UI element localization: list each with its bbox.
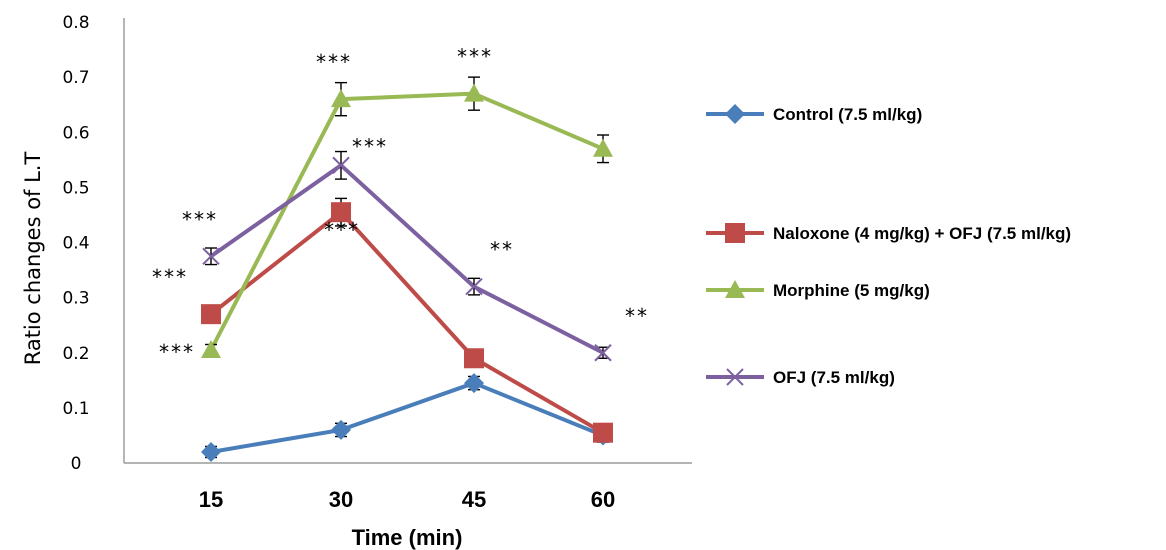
series: ********** xyxy=(181,134,648,362)
data-point xyxy=(201,441,221,462)
data-point xyxy=(332,156,350,175)
series xyxy=(201,373,613,462)
y-tick-label: 0.6 xyxy=(62,123,89,143)
legend-label: Control (7.5 ml/kg) xyxy=(773,105,922,124)
y-tick-label: 0.4 xyxy=(62,234,89,254)
data-point xyxy=(464,83,484,102)
legend-label: Morphine (5 mg/kg) xyxy=(773,281,930,300)
data-point xyxy=(725,280,745,298)
legend-label: Naloxone (4 mg/kg) + OFJ (7.5 ml/kg) xyxy=(773,224,1071,243)
y-axis-ticks: 0 0.1 0.2 0.3 0.4 0.5 0.6 0.7 0.8 xyxy=(62,13,89,474)
data-point xyxy=(464,348,484,369)
legend-item: Control (7.5 ml/kg) xyxy=(706,104,922,124)
series-line xyxy=(209,91,604,351)
series-line xyxy=(210,381,604,454)
legend: Control (7.5 ml/kg) Naloxone (4 mg/kg) + … xyxy=(706,104,1071,387)
x-tick-label: 60 xyxy=(591,487,615,512)
data-point xyxy=(725,104,745,124)
significance-label: ** xyxy=(624,304,648,328)
data-point xyxy=(331,89,351,108)
legend-label: OFJ (7.5 ml/kg) xyxy=(773,368,895,387)
significance-label: *** xyxy=(181,207,217,231)
significance-label: *** xyxy=(456,45,492,69)
significance-label: *** xyxy=(323,218,359,242)
y-tick-label: 0.5 xyxy=(62,178,89,198)
data-point xyxy=(465,277,483,296)
plot-area: ************ ************* xyxy=(151,45,648,462)
significance-label: *** xyxy=(315,50,351,74)
y-tick-label: 0.8 xyxy=(62,13,89,33)
data-point xyxy=(464,373,484,394)
significance-label: ** xyxy=(489,238,513,262)
legend-item: Naloxone (4 mg/kg) + OFJ (7.5 ml/kg) xyxy=(706,223,1071,243)
data-point xyxy=(331,202,351,223)
y-tick-label: 0 xyxy=(71,454,82,474)
series-line xyxy=(209,163,604,355)
x-axis-ticks: 15 30 45 60 xyxy=(199,487,615,512)
data-point xyxy=(201,304,221,325)
series-line xyxy=(209,210,604,435)
significance-label: *** xyxy=(151,265,187,289)
data-point xyxy=(593,422,613,443)
y-tick-label: 0.7 xyxy=(62,68,89,88)
legend-item: Morphine (5 mg/kg) xyxy=(706,280,930,300)
x-tick-label: 15 xyxy=(199,487,223,512)
x-tick-label: 45 xyxy=(462,487,486,512)
series: *** *** *** xyxy=(158,45,613,364)
series: *** *** xyxy=(151,197,613,443)
data-point xyxy=(331,419,351,440)
y-axis-title: Ratio changes of L.T xyxy=(21,152,45,366)
data-point xyxy=(726,368,744,386)
data-point xyxy=(593,138,613,157)
y-tick-label: 0.3 xyxy=(62,289,89,309)
data-point xyxy=(725,223,745,243)
significance-label: *** xyxy=(158,340,194,364)
x-axis-title: Time (min) xyxy=(352,525,463,550)
legend-item: OFJ (7.5 ml/kg) xyxy=(706,368,895,387)
y-tick-label: 0.2 xyxy=(62,344,89,364)
data-point xyxy=(594,344,612,362)
y-tick-label: 0.1 xyxy=(62,399,89,419)
data-point xyxy=(201,339,221,358)
data-point xyxy=(202,247,220,265)
significance-label: *** xyxy=(351,134,387,158)
x-tick-label: 30 xyxy=(329,487,353,512)
